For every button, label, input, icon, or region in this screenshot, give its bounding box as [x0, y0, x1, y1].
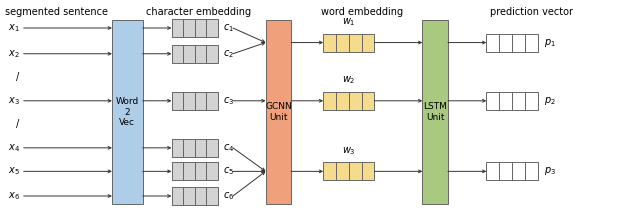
- Text: $p_{1}$: $p_{1}$: [544, 37, 556, 49]
- Text: $c_{3}$: $c_{3}$: [223, 95, 234, 107]
- Text: $x_{3}$: $x_{3}$: [8, 95, 19, 107]
- Bar: [172, 187, 183, 205]
- Bar: [512, 162, 525, 180]
- Text: $c_{2}$: $c_{2}$: [223, 48, 234, 60]
- Text: Word
2
Vec: Word 2 Vec: [116, 97, 139, 127]
- Bar: [195, 45, 206, 63]
- Bar: [183, 19, 195, 37]
- Text: $x_{1}$: $x_{1}$: [8, 22, 19, 34]
- Text: $x_{5}$: $x_{5}$: [8, 166, 19, 177]
- Bar: [336, 34, 349, 52]
- Text: $p_{2}$: $p_{2}$: [544, 95, 556, 107]
- Bar: [525, 162, 538, 180]
- Bar: [323, 92, 336, 110]
- Bar: [512, 92, 525, 110]
- Bar: [362, 34, 374, 52]
- Text: GCNN
Unit: GCNN Unit: [265, 102, 292, 122]
- Bar: [499, 162, 512, 180]
- Text: word embedding: word embedding: [321, 7, 403, 17]
- Bar: [349, 162, 362, 180]
- Bar: [172, 19, 183, 37]
- Bar: [172, 92, 183, 110]
- Bar: [486, 34, 499, 52]
- Bar: [422, 20, 448, 204]
- Bar: [336, 92, 349, 110]
- Text: $c_{6}$: $c_{6}$: [223, 190, 234, 202]
- Text: LSTM
Unit: LSTM Unit: [423, 102, 447, 122]
- Text: prediction vector: prediction vector: [490, 7, 573, 17]
- Bar: [499, 92, 512, 110]
- Bar: [206, 162, 218, 180]
- Text: $c_{1}$: $c_{1}$: [223, 22, 234, 34]
- Text: $x_{4}$: $x_{4}$: [8, 142, 20, 154]
- Bar: [195, 139, 206, 157]
- Text: $c_{4}$: $c_{4}$: [223, 142, 234, 154]
- Bar: [486, 92, 499, 110]
- Text: $c_{5}$: $c_{5}$: [223, 166, 234, 177]
- Text: $w_{1}$: $w_{1}$: [342, 16, 356, 28]
- Bar: [206, 19, 218, 37]
- Text: $w_{2}$: $w_{2}$: [342, 74, 356, 86]
- Bar: [349, 92, 362, 110]
- Text: /: /: [16, 72, 19, 82]
- Text: $w_{3}$: $w_{3}$: [342, 145, 356, 157]
- Text: /: /: [16, 119, 19, 129]
- Text: segmented sentence: segmented sentence: [5, 7, 108, 17]
- Bar: [195, 162, 206, 180]
- Text: $x_{6}$: $x_{6}$: [8, 190, 20, 202]
- Bar: [323, 34, 336, 52]
- Bar: [525, 92, 538, 110]
- Bar: [183, 162, 195, 180]
- Bar: [183, 139, 195, 157]
- Bar: [486, 162, 499, 180]
- Bar: [172, 162, 183, 180]
- Bar: [206, 139, 218, 157]
- Bar: [195, 187, 206, 205]
- Bar: [183, 45, 195, 63]
- Bar: [499, 34, 512, 52]
- Bar: [512, 34, 525, 52]
- Text: $x_{2}$: $x_{2}$: [8, 48, 19, 60]
- Bar: [362, 162, 374, 180]
- Bar: [336, 162, 349, 180]
- Text: character embedding: character embedding: [146, 7, 251, 17]
- Bar: [323, 162, 336, 180]
- Bar: [206, 45, 218, 63]
- Bar: [195, 19, 206, 37]
- Bar: [183, 187, 195, 205]
- Bar: [206, 187, 218, 205]
- Bar: [362, 92, 374, 110]
- Bar: [183, 92, 195, 110]
- Text: $p_{3}$: $p_{3}$: [544, 165, 556, 177]
- Bar: [206, 92, 218, 110]
- Bar: [525, 34, 538, 52]
- Bar: [112, 20, 143, 204]
- Bar: [172, 45, 183, 63]
- Bar: [172, 139, 183, 157]
- Bar: [349, 34, 362, 52]
- Bar: [195, 92, 206, 110]
- Bar: [266, 20, 291, 204]
